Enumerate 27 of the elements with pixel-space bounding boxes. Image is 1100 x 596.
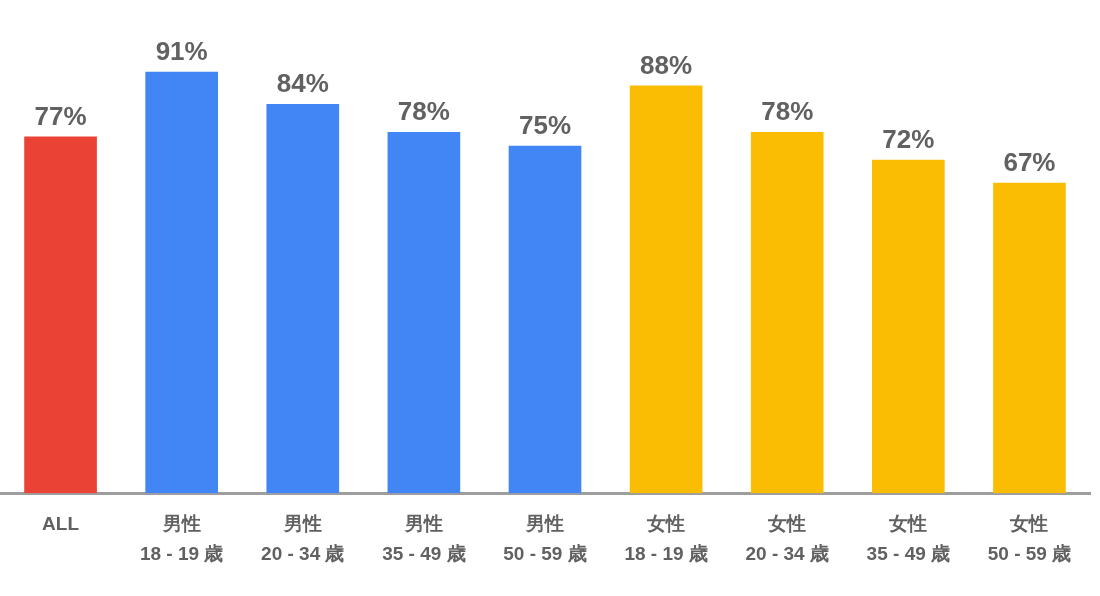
bar	[872, 159, 945, 494]
data-label: 84%	[276, 68, 329, 99]
x-tick-label: 男性 35 - 49 歳	[382, 512, 466, 565]
data-label: 78%	[397, 96, 450, 127]
data-label: 77%	[34, 100, 87, 131]
x-tick-label: 女性 18 - 19 歳	[624, 512, 708, 565]
x-tick-label: ALL	[42, 512, 80, 534]
data-label: 91%	[155, 35, 208, 66]
x-tick-label: 男性 20 - 34 歳	[261, 512, 345, 565]
x-tick-label: 男性 50 - 59 歳	[503, 512, 587, 565]
data-label: 72%	[882, 123, 935, 154]
data-label: 88%	[640, 49, 693, 80]
data-label: 67%	[1003, 147, 1056, 178]
bar	[145, 71, 218, 494]
bar	[508, 145, 582, 494]
bar	[24, 136, 97, 494]
x-tick-label: 女性 35 - 49 歳	[866, 512, 951, 565]
bar	[266, 104, 340, 494]
data-label: 78%	[761, 96, 814, 127]
bar	[387, 131, 461, 494]
bar	[629, 85, 703, 494]
bar	[993, 182, 1066, 494]
x-tick-label: 女性 20 - 34 歳	[745, 512, 829, 565]
data-label: 75%	[518, 109, 572, 140]
bar	[750, 131, 824, 494]
x-tick-label: 男性 18 - 19 歳	[139, 512, 224, 565]
x-tick-label: 女性 50 - 59 歳	[987, 512, 1072, 565]
